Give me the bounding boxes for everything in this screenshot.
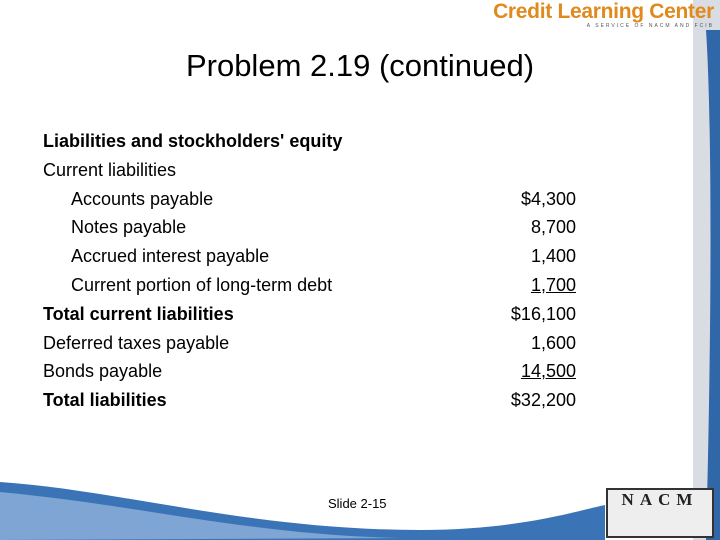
row-amount: $16,100: [510, 303, 576, 324]
row-amount: 1,700: [530, 275, 576, 295]
row-label: Current liabilities: [43, 159, 177, 180]
statement-row: Total current liabilities $16,100: [0, 304, 720, 332]
row-label: Accounts payable: [71, 188, 214, 209]
row-label: Current portion of long-term debt: [71, 275, 333, 295]
row-amount: 1,400: [530, 246, 576, 267]
statement-row: Current liabilities: [0, 160, 720, 188]
statement-row: Current portion of long-term debt 1,700: [0, 275, 720, 303]
row-label: Bonds payable: [43, 361, 163, 382]
statement-row: Accounts payable $4,300: [0, 189, 720, 217]
row-amount: 8,700: [530, 217, 576, 238]
statement-row: Liabilities and stockholders' equity: [0, 131, 720, 159]
logo-text: NACM: [621, 490, 699, 509]
row-label: Liabilities and stockholders' equity: [43, 131, 343, 151]
row-amount: 1,600: [530, 332, 576, 353]
row-label: Deferred taxes payable: [43, 332, 230, 353]
tagline: A SERVICE OF NACM AND FCIB: [586, 23, 714, 29]
slide-number: Slide 2-15: [328, 496, 387, 511]
statement-row: Accrued interest payable 1,400: [0, 246, 720, 274]
statement-row: Total liabilities $32,200: [0, 390, 720, 418]
side-curve: [706, 30, 720, 540]
row-label: Total current liabilities: [43, 303, 234, 324]
statement-row: Bonds payable 14,500: [0, 361, 720, 389]
row-label: Notes payable: [71, 217, 187, 238]
row-amount: 14,500: [520, 361, 576, 382]
bottom-wave-light: [0, 492, 400, 540]
row-label: Total liabilities: [43, 390, 167, 411]
logo: NACM: [606, 488, 714, 538]
row-label: Accrued interest payable: [71, 246, 270, 267]
statement-row: Deferred taxes payable 1,600: [0, 333, 720, 361]
slide-title: Problem 2.19 (continued): [185, 48, 535, 83]
row-amount: $4,300: [520, 188, 576, 209]
brand: Credit Learning Center: [493, 0, 714, 23]
statement-row: Notes payable 8,700: [0, 217, 720, 245]
row-amount: $32,200: [510, 390, 576, 411]
